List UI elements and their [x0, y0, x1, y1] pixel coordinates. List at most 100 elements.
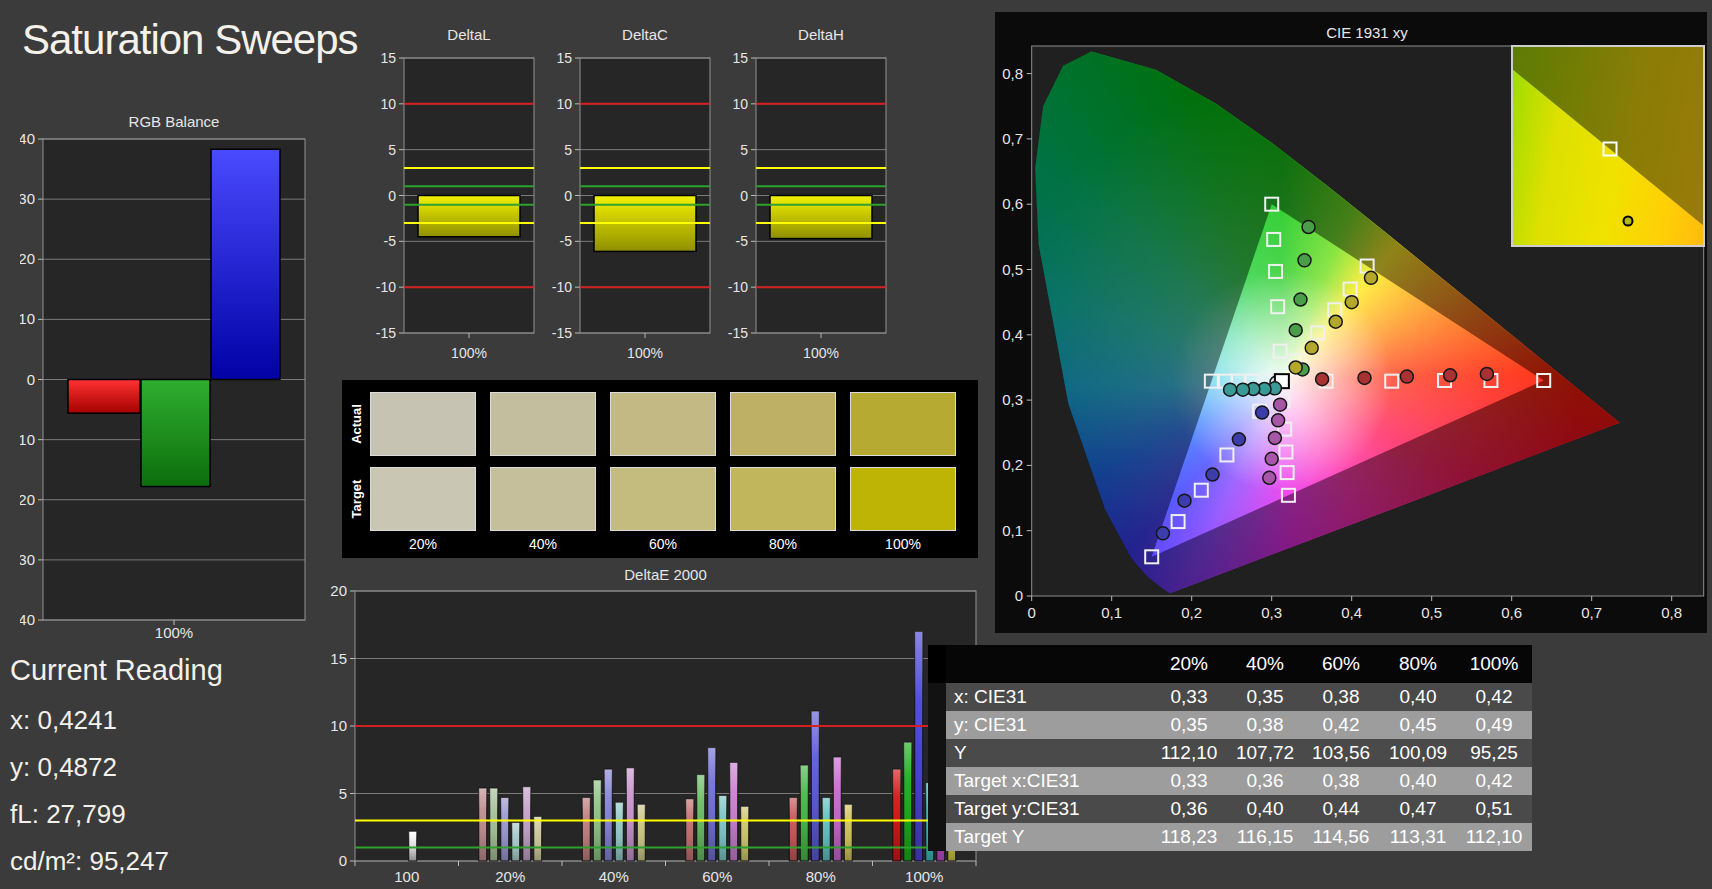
measured-circle-red: [1444, 369, 1457, 382]
y-tick-label: 0: [564, 188, 572, 204]
table-cell: 116,15: [1237, 826, 1294, 848]
inset-measured-circle: [1623, 216, 1634, 227]
measured-circle-blue: [1256, 406, 1269, 419]
y-tick-label: 0,2: [1002, 456, 1023, 473]
bar-cyan-shade: [512, 823, 520, 861]
table-row: Target x:CIE310,330,360,380,400,42: [928, 767, 1532, 795]
y-tick-label: 15: [330, 650, 347, 667]
y-tick-label: 10: [20, 310, 35, 327]
deltal-chart: DeltaL151050-5-10-15100%: [360, 20, 540, 365]
measured-circle-magenta: [1274, 398, 1287, 411]
swatch-col-label: 20%: [409, 536, 437, 552]
y-tick-label: 10: [732, 96, 748, 112]
chart-title: DeltaE 2000: [624, 566, 707, 583]
swatch-actual-40%: [490, 392, 596, 456]
measured-circle-cyan: [1236, 383, 1249, 396]
y-tick-label: -10: [552, 279, 572, 295]
swatch-row-label: Actual: [349, 404, 364, 444]
y-tick-label: 0,8: [1002, 65, 1023, 82]
current-reading-value: fL: 27,799: [10, 799, 223, 830]
y-tick-label: 20: [20, 250, 35, 267]
table-cell: 100,09: [1389, 742, 1447, 764]
table-cell: 0,33: [1171, 686, 1208, 708]
y-tick-label: -5: [560, 233, 573, 249]
y-tick-label: 5: [339, 785, 347, 802]
table-cell: 0,40: [1400, 770, 1437, 792]
table-cell: 103,56: [1312, 742, 1370, 764]
bar-green-shade: [904, 742, 912, 861]
y-tick-label: 5: [740, 142, 748, 158]
y-tick-label: 0: [27, 371, 35, 388]
table-cell: 0,36: [1171, 798, 1208, 820]
x-group-label: 100: [394, 868, 419, 885]
y-tick-label: -15: [376, 325, 396, 341]
table-gutter: [928, 823, 946, 851]
table-cell: 0,35: [1247, 686, 1284, 708]
current-reading-value: y: 0,4872: [10, 752, 223, 783]
table-cell: 0,42: [1476, 686, 1513, 708]
y-tick-label: 10: [380, 96, 396, 112]
table-cell: 0,40: [1247, 798, 1284, 820]
bar-white-shade: [409, 831, 417, 861]
bar-yellow-shade: [741, 806, 749, 861]
table-cell: 113,31: [1390, 826, 1447, 848]
rgb-balance-chart: RGB Balance403020100-10-20-30-40100%: [20, 105, 320, 650]
table-cell: 0,42: [1476, 770, 1513, 792]
table-cell: 0,47: [1400, 798, 1437, 820]
measured-circle-blue: [1178, 494, 1191, 507]
table-col-header: 80%: [1399, 653, 1437, 675]
measured-circle-blue: [1232, 433, 1245, 446]
x-group-label: 60%: [702, 868, 732, 885]
y-tick-label: 5: [388, 142, 396, 158]
x-axis-label: 100%: [451, 345, 487, 361]
bar-red-shade: [686, 799, 694, 861]
table-col-header: 100%: [1470, 653, 1519, 675]
measured-circle-red: [1400, 370, 1413, 383]
y-tick-label: -15: [552, 325, 572, 341]
x-tick-label: 0,5: [1421, 604, 1442, 621]
swatch-target-60%: [610, 467, 716, 531]
x-group-label: 80%: [806, 868, 836, 885]
measured-circle-red: [1480, 367, 1493, 380]
deltae2000-chart: DeltaE 20000510152010020%40%60%80%100%: [300, 560, 1000, 889]
measured-circle-yellow: [1345, 296, 1358, 309]
table-row: Y112,10107,72103,56100,0995,25: [928, 739, 1532, 767]
table-cell: 95,25: [1470, 742, 1518, 764]
table-cell: 0,36: [1247, 770, 1284, 792]
table-col-header: 20%: [1170, 653, 1208, 675]
table-row-label: Target Y: [946, 823, 1024, 851]
current-reading-value: x: 0,4241: [10, 705, 223, 736]
table-row-label: Target x:CIE31: [946, 767, 1080, 795]
table-row: x: CIE310,330,350,380,400,42: [928, 683, 1532, 711]
y-tick-label: 0,5: [1002, 261, 1023, 278]
bar-blue: [211, 149, 280, 379]
swatch-target-80%: [730, 467, 836, 531]
y-tick-label: -20: [20, 491, 35, 508]
table-cell: 0,45: [1400, 714, 1437, 736]
table-cell: 118,23: [1161, 826, 1218, 848]
x-group-label: 20%: [495, 868, 525, 885]
current-reading-value: cd/m²: 95,247: [10, 846, 223, 877]
bar-red-shade: [582, 798, 590, 861]
bar-red-shade: [479, 788, 487, 861]
table-gutter: [928, 767, 946, 795]
y-tick-label: -5: [384, 233, 397, 249]
current-reading-heading: Current Reading: [10, 654, 223, 687]
current-reading: Current Reading x: 0,4241 y: 0,4872 fL: 27,…: [10, 654, 223, 889]
table-gutter: [928, 795, 946, 823]
x-axis-label: 100%: [803, 345, 839, 361]
deltah-chart: DeltaH151050-5-10-15100%: [712, 20, 892, 365]
measured-circle-yellow: [1305, 341, 1318, 354]
y-tick-label: 15: [732, 50, 748, 66]
x-tick-label: 0,4: [1341, 604, 1362, 621]
table-cell: 0,33: [1171, 770, 1208, 792]
page-title: Saturation Sweeps: [22, 16, 358, 64]
table-row: y: CIE310,350,380,420,450,49: [928, 711, 1532, 739]
measured-circle-green: [1289, 324, 1302, 337]
table-cell: 112,10: [1466, 826, 1523, 848]
measured-circle-red: [1316, 373, 1329, 386]
swatch-target-40%: [490, 467, 596, 531]
bar-cyan-shade: [719, 796, 727, 861]
y-tick-label: -10: [20, 431, 35, 448]
table-row-label: x: CIE31: [946, 683, 1027, 711]
